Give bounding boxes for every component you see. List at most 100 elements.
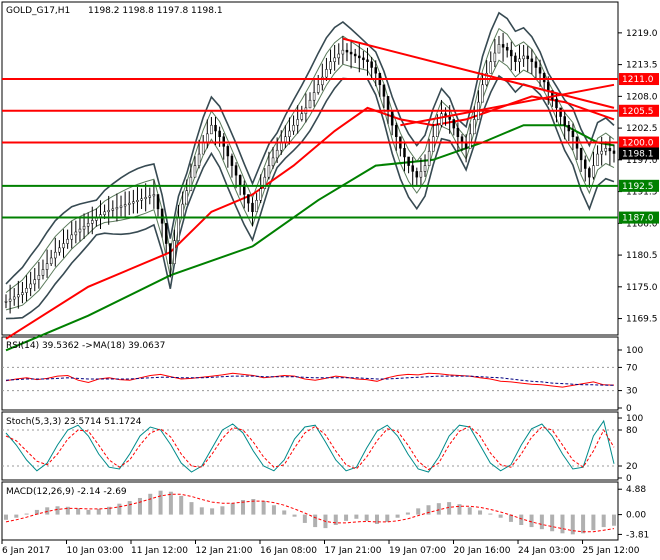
price-candle (37, 275, 41, 280)
macd-histogram-bar (405, 512, 410, 515)
price-candle (505, 47, 509, 51)
price-candle (542, 73, 546, 83)
osc-series-line (5, 372, 615, 388)
price-candle (127, 202, 131, 205)
macd-histogram-bar (179, 495, 184, 515)
price-panel-frame (1, 1, 619, 336)
macd-histogram-bar (612, 514, 616, 526)
osc-series-line (5, 425, 615, 471)
price-ohlc: 1198.2 1198.8 1197.8 1198.1 (88, 6, 223, 16)
price-candle (119, 205, 123, 208)
price-candle (473, 119, 476, 135)
x-tick-label: 25 Jan 12:00 (583, 546, 640, 556)
price-candle (514, 55, 517, 62)
price-candle (62, 243, 65, 249)
price-candle (251, 202, 254, 213)
macd-histogram-bar (550, 514, 555, 532)
price-candle (604, 148, 608, 152)
price-candle (144, 197, 147, 200)
bollinger-lower (5, 74, 615, 320)
price-candle (341, 49, 345, 55)
stoch-panel: 100 80 20 0 (2, 414, 643, 484)
macd-histogram-bar (539, 514, 544, 530)
macd-histogram-bar (457, 504, 462, 515)
price-candle (123, 204, 127, 207)
macd-histogram-bar (241, 500, 246, 515)
x-axis: 6 Jan 2017 10 Jan 03:00 11 Jan 12:00 12 Jan… (1, 540, 640, 556)
level-tag-label: 1187.0 (622, 214, 654, 224)
price-candle (518, 58, 521, 62)
price-candle (201, 142, 205, 155)
x-tick-label: 17 Jan 21:00 (325, 546, 382, 556)
price-candle (189, 176, 193, 191)
osc-series-line (5, 375, 615, 386)
price-candle (345, 49, 349, 53)
macd-histogram-bar (127, 501, 132, 515)
macd-ytick-label: -3.81 (626, 530, 649, 540)
price-candle (526, 55, 529, 60)
price-candle (82, 225, 86, 230)
macd-histogram-bar (292, 514, 297, 517)
price-ytick-label: 1213.5 (626, 61, 658, 71)
macd-histogram-bar (86, 509, 91, 515)
price-candle (547, 81, 550, 91)
price-candle (29, 283, 32, 289)
macd-histogram-bar (416, 508, 421, 515)
price-candle (300, 113, 304, 120)
x-tick-label: 10 Jan 03:00 (67, 546, 124, 556)
price-candle (390, 110, 394, 126)
price-candle (8, 298, 12, 302)
price-candle (41, 269, 45, 276)
macd-histogram-bar (117, 503, 122, 515)
current-price-label: 1198.1 (622, 149, 654, 159)
macd-histogram-bar (354, 514, 359, 519)
macd-histogram-bar (560, 514, 565, 534)
price-candle (534, 61, 538, 68)
macd-histogram-bar (4, 514, 8, 520)
macd-histogram-bar (55, 506, 60, 515)
price-candle (206, 133, 209, 143)
macd-histogram-bar (570, 514, 575, 535)
osc-ytick-label: 80 (626, 426, 638, 436)
inner-band-lower (5, 59, 615, 311)
macd-histogram-bar (313, 514, 318, 528)
price-candle (386, 96, 390, 112)
macd-histogram-bar (34, 509, 39, 515)
price-candle (74, 231, 78, 236)
price-candle (185, 190, 189, 205)
ma-red-line (5, 95, 615, 340)
macd-histogram-bar (168, 491, 173, 515)
macd-histogram-bar (230, 503, 235, 515)
macd-histogram-bar (436, 503, 441, 515)
macd-histogram-bar (591, 514, 596, 531)
stoch-title: Stoch(5,3,3) 23.5714 51.1724 (6, 417, 142, 427)
price-candle (370, 61, 373, 68)
price-candle (218, 130, 221, 138)
osc-ytick-label: 0 (626, 474, 632, 484)
price-candle (111, 208, 115, 211)
price-candle (91, 220, 94, 224)
price-candle (583, 159, 587, 169)
price-candle (164, 223, 168, 244)
price-candle (181, 203, 184, 218)
price-candle (259, 188, 262, 201)
price-candle (33, 279, 37, 285)
price-candle (325, 69, 328, 78)
level-tag (619, 179, 659, 192)
x-tick-label: 19 Jan 07:00 (389, 546, 446, 556)
price-candle (316, 84, 320, 93)
price-candle (481, 84, 484, 103)
price-candle (279, 142, 283, 151)
price-candle (4, 301, 8, 303)
price-candle (197, 153, 201, 166)
price-candle (436, 124, 439, 138)
osc-ytick-label: 0 (626, 404, 632, 414)
macd-histogram-bar (385, 514, 390, 522)
price-candle (160, 208, 164, 224)
price-candle (230, 155, 234, 166)
price-candle (173, 240, 176, 264)
price-ytick-label: 1191.5 (626, 188, 658, 198)
level-tag-label: 1192.5 (622, 182, 654, 192)
price-candle (423, 165, 427, 172)
